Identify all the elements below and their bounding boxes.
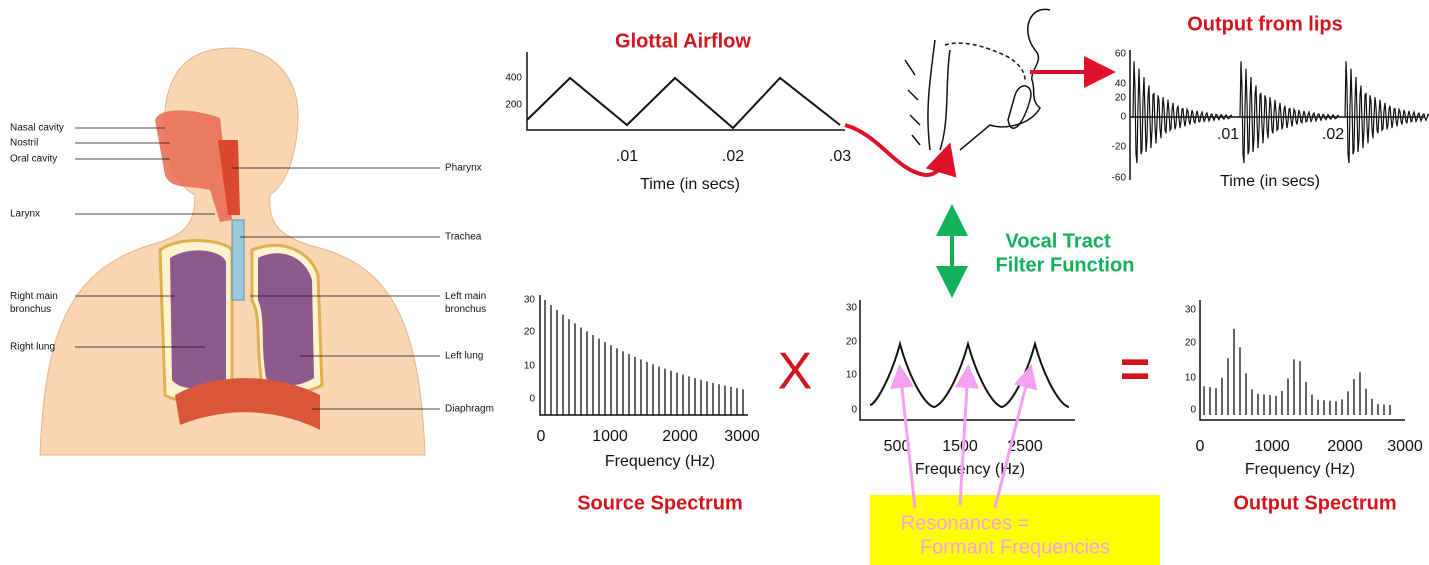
x-tick-label: 1000 [1254,438,1290,455]
y-tick-label: 400 [505,73,522,84]
y-tick-label: 30 [1185,305,1197,316]
x-tick-label: 0 [537,428,546,445]
panel-title: Output Spectrum [1233,492,1396,514]
anatomy-figure [39,47,426,456]
y-tick-label: 0 [529,394,535,405]
axis-label: Time (in secs) [640,176,740,193]
y-tick-label: 20 [846,337,858,348]
x-tick-label: 500 [884,438,911,455]
operator: X [778,343,813,401]
x-tick-label: 0 [1196,438,1205,455]
pointer-arrow [954,364,979,506]
x-tick-label: 3000 [1387,438,1423,455]
x-tick-label: .01 [616,148,638,165]
anatomy-label: Left main bronchus [445,291,486,315]
y-tick-label: 0 [1120,112,1126,123]
y-tick-label: 10 [524,361,536,372]
y-tick-label: 60 [1115,49,1127,60]
filter-label: Filter Function [996,254,1135,276]
axis [859,300,1075,421]
anatomy-label: Diaphragm [445,404,494,415]
x-tick-label: 2500 [1007,438,1043,455]
x-tick-label: 2000 [662,428,698,445]
y-tick-label: -60 [1112,173,1127,184]
anatomy-label: Trachea [445,232,482,243]
resonance-text: Resonances = [901,512,1029,534]
anatomy-label: Pharynx [445,163,482,174]
vocal-tract-sketch [904,8,1051,151]
filter-curve [869,340,1070,409]
pointer-arrow [993,364,1038,509]
x-tick-label: .02 [1322,126,1344,143]
resonance-box [870,495,1160,565]
axis [526,52,845,131]
anatomy-label: Right main bronchus [10,291,58,315]
panel-title: Output from lips [1187,13,1343,35]
panel-title: Glottal Airflow [615,30,751,52]
x-tick-label: 1000 [592,428,628,445]
waveform [1132,61,1429,164]
anatomy-label: Larynx [10,209,40,220]
x-tick-label: 3000 [724,428,760,445]
y-tick-label: 0 [1190,405,1196,416]
pointer-arrow [890,364,917,509]
axis-label: Time (in secs) [1220,173,1320,190]
y-tick-label: 40 [1115,79,1127,90]
anatomy-label: Left lung [445,351,483,362]
arrow [844,123,957,178]
x-tick-label: .02 [722,148,744,165]
panel-title: Source Spectrum [577,492,743,514]
x-tick-label: 2000 [1327,438,1363,455]
operator: = [1120,341,1150,399]
y-tick-label: 30 [846,303,858,314]
axis [1199,300,1405,421]
filter-label: Vocal Tract [1005,230,1111,252]
y-tick-label: 20 [524,327,536,338]
axis-label: Frequency (Hz) [1245,461,1355,478]
anatomy-label: Nostril [10,138,38,149]
resonance-text: Formant Frequencies [920,536,1110,558]
anatomy-label: Right lung [10,342,55,353]
axis-label: Frequency (Hz) [605,453,715,470]
anatomy-label: Oral cavity [10,154,57,165]
axis-label: Frequency (Hz) [915,461,1025,478]
y-tick-label: 20 [1115,93,1127,104]
y-tick-label: 200 [505,100,522,111]
x-tick-label: .03 [829,148,851,165]
x-tick-label: 1500 [942,438,978,455]
axis [539,295,748,416]
waveform [526,76,841,130]
y-tick-label: 0 [851,405,857,416]
y-tick-label: 20 [1185,338,1197,349]
y-tick-label: 10 [1185,373,1197,384]
anatomy-label: Nasal cavity [10,123,64,134]
y-tick-label: 10 [846,370,858,381]
x-tick-label: .01 [1217,126,1239,143]
y-tick-label: 30 [524,295,536,306]
y-tick-label: -20 [1112,142,1127,153]
